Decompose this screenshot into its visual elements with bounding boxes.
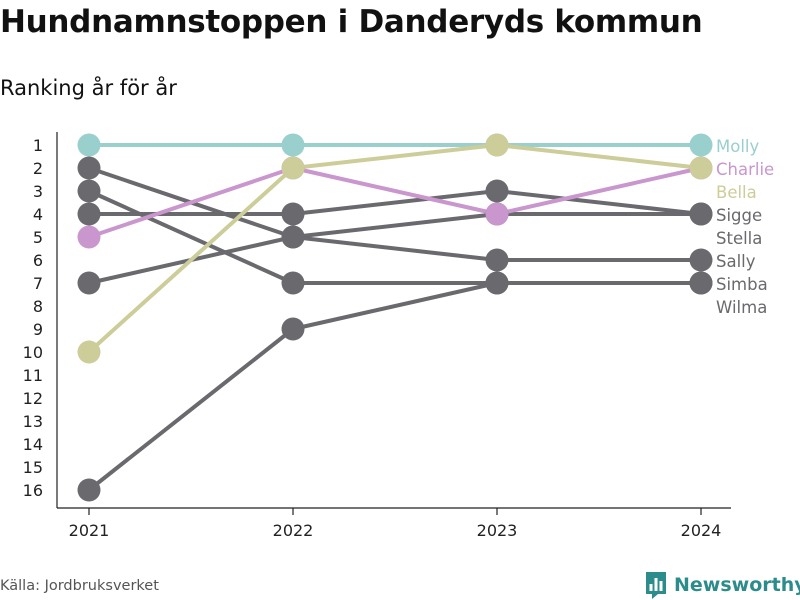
data-point-molly: [77, 133, 101, 157]
data-point-charlie: [77, 225, 101, 249]
series-label-stella: Stella: [716, 229, 762, 248]
y-tick-label: 4: [33, 205, 43, 224]
data-point-stella: [77, 156, 101, 180]
data-point-wilma: [689, 271, 713, 295]
data-point-stella: [689, 202, 713, 226]
y-tick-label: 13: [23, 412, 43, 431]
y-tick-label: 9: [33, 320, 43, 339]
x-tick-label: 2021: [69, 521, 110, 540]
y-tick-label: 14: [23, 435, 43, 454]
x-tick-label: 2024: [681, 521, 722, 540]
data-point-sigge: [485, 179, 509, 203]
brand-logo: Newsworthy: [644, 570, 800, 600]
data-point-charlie: [485, 202, 509, 226]
data-point-sally: [689, 248, 713, 272]
series-label-sally: Sally: [716, 252, 756, 271]
series-line-sally: [88, 235, 701, 285]
y-tick-label: 16: [23, 481, 43, 500]
series-label-charlie: Charlie: [716, 160, 774, 179]
data-point-simba: [281, 271, 305, 295]
series-label-bella: Bella: [716, 183, 757, 202]
y-tick-label: 6: [33, 251, 43, 270]
y-tick-label: 12: [23, 389, 43, 408]
data-point-sigge: [77, 202, 101, 226]
data-point-sally: [281, 225, 305, 249]
data-point-sally: [485, 248, 509, 272]
data-point-wilma: [77, 478, 101, 502]
data-point-molly: [281, 133, 305, 157]
series-label-sigge: Sigge: [716, 206, 762, 225]
x-tick-label: 2023: [477, 521, 518, 540]
data-point-sally: [77, 271, 101, 295]
series-line-charlie: [88, 166, 702, 239]
y-tick-label: 10: [23, 343, 43, 362]
x-tick-label: 2022: [273, 521, 314, 540]
data-point-sigge: [281, 202, 305, 226]
series-line-bella: [87, 143, 702, 354]
y-tick-label: 11: [23, 366, 43, 385]
newsworthy-logo-icon: [646, 572, 666, 599]
y-tick-label: 15: [23, 458, 43, 477]
data-point-bella: [281, 156, 305, 180]
series-points: [77, 133, 713, 502]
data-point-bella: [77, 340, 101, 364]
data-point-wilma: [281, 317, 305, 341]
series-line-sigge: [89, 189, 702, 216]
series-labels: Molly Charlie Bella Sigge Stella Sally Simba Wi…: [716, 137, 774, 317]
series-lines: [87, 143, 702, 492]
series-label-wilma: Wilma: [716, 298, 767, 317]
y-tick-label: 5: [33, 228, 43, 247]
data-point-molly: [689, 133, 713, 157]
series-line-wilma: [87, 281, 701, 492]
series-label-simba: Simba: [716, 275, 768, 294]
y-tick-label: 2: [33, 159, 43, 178]
y-tick-label: 7: [33, 274, 43, 293]
source-note: Källa: Jordbruksverket: [0, 578, 159, 594]
y-tick-label: 3: [33, 182, 43, 201]
chart-subtitle: Ranking år för år: [0, 76, 177, 100]
y-tick-label: 8: [33, 297, 43, 316]
chart-title: Hundnamnstoppen i Danderyds kommun: [0, 4, 703, 40]
data-point-bella: [689, 156, 713, 180]
y-tick-label: 1: [33, 136, 43, 155]
data-point-bella: [485, 133, 509, 157]
data-point-simba: [77, 179, 101, 203]
series-label-molly: Molly: [716, 137, 759, 156]
brand-name: Newsworthy: [674, 574, 800, 596]
data-point-wilma: [485, 271, 509, 295]
